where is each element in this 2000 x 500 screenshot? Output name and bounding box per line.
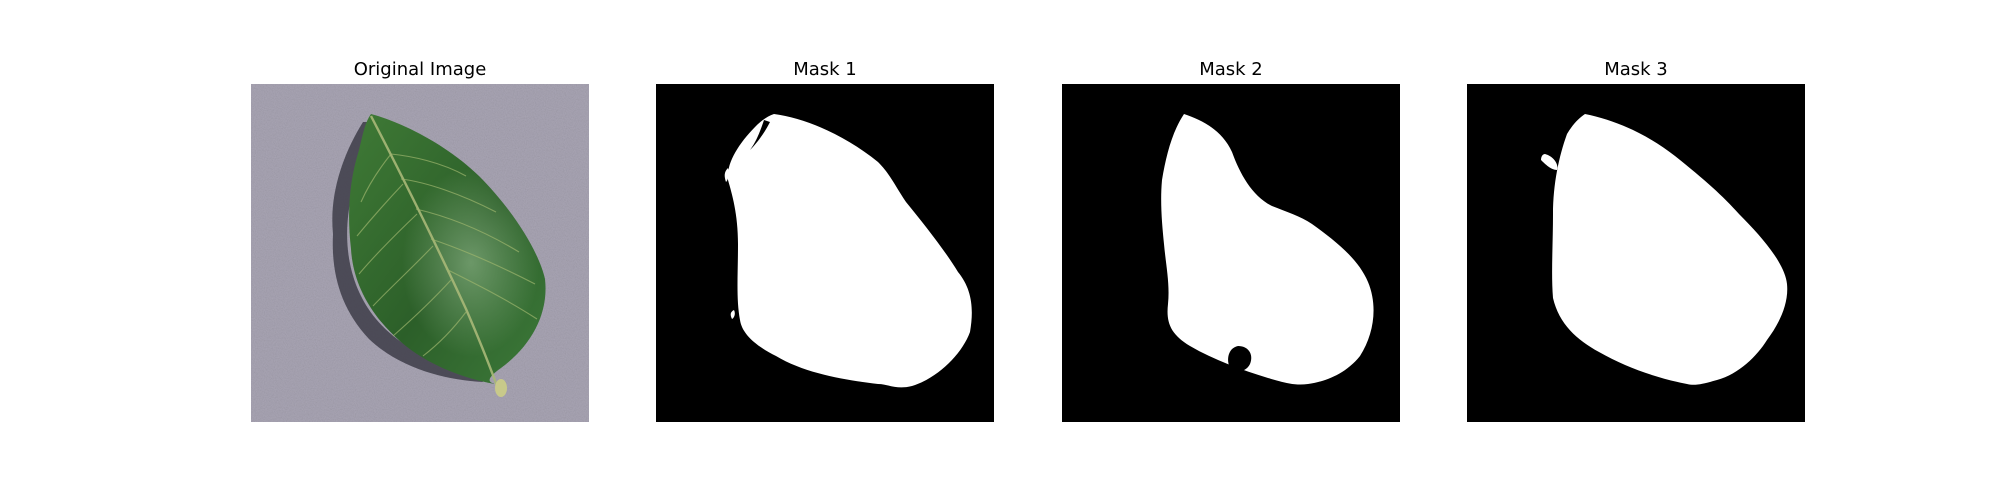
mask-3-image	[1467, 84, 1805, 422]
mask-2-image	[1062, 84, 1400, 422]
panel-title: Mask 1	[793, 59, 857, 80]
panel-title: Mask 2	[1199, 59, 1263, 80]
panel-title: Mask 3	[1604, 59, 1668, 80]
mask-1-image	[656, 84, 994, 422]
mask-2-panel: Mask 2	[1062, 56, 1400, 422]
panel-title: Original Image	[353, 59, 487, 80]
mask-1-panel: Mask 1	[656, 56, 994, 422]
mask-3-panel: Mask 3	[1467, 56, 1805, 422]
leaf-photo	[251, 84, 589, 422]
original-image-panel: Original Image	[251, 56, 589, 422]
